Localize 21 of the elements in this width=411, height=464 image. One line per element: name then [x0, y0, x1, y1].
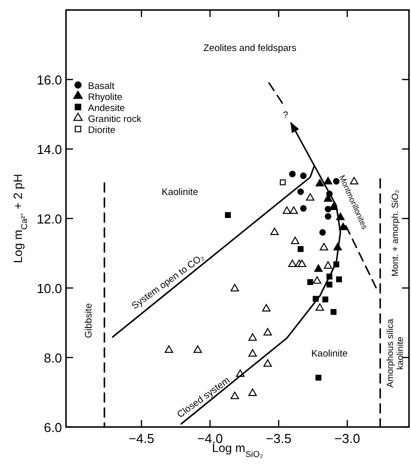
y-tick-label: 12.0 [36, 212, 62, 226]
annotation: Zeolites and feldspars [203, 43, 297, 54]
legend-label: Andesite [88, 103, 125, 114]
x-tick-label: −3.5 [266, 431, 292, 446]
y-tick-label: 10.0 [36, 281, 62, 296]
y-tick-label: 8.0 [44, 350, 62, 366]
annotation: Kaolinite [311, 348, 348, 360]
y-tick-label: 16.0 [36, 72, 62, 88]
y-tick-label: 6.0 [44, 420, 62, 435]
x-tick-label: −3.0 [334, 431, 360, 446]
annotation: ? [282, 110, 288, 121]
x-tick-label: −4.5 [128, 431, 154, 446]
annotation: Mont. + amorph. SiO₂ [390, 189, 400, 276]
legend-label: Granitic rock [88, 114, 142, 125]
legend-label: Diorite [88, 125, 116, 136]
y-tick-label: 14.0 [36, 142, 62, 157]
legend-label: Basalt [88, 81, 115, 92]
annotation: Amorphous silica kaolinite [385, 318, 406, 388]
annotation: Kaolinite [162, 186, 198, 198]
annotation: Gibbsite [83, 303, 94, 338]
legend-label: Rhyolite [88, 92, 122, 103]
